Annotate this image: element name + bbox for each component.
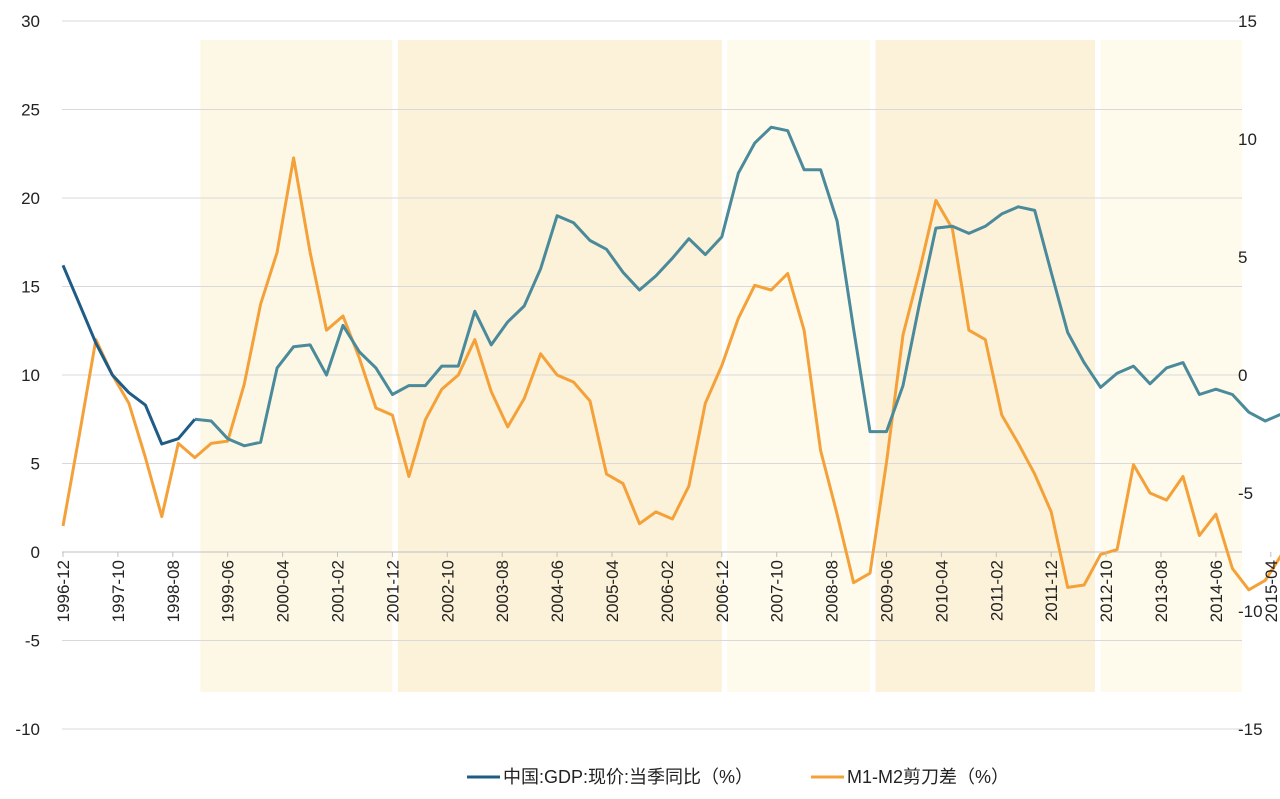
series-lines [61, 125, 1280, 592]
y-tick-label: -10 [15, 720, 40, 739]
legend-label-gdp: 中国:GDP:现价:当季同比（%） [503, 767, 753, 787]
x-tick-label: 2011-02 [987, 560, 1006, 621]
y2-tick-label: 0 [1238, 366, 1247, 385]
y-tick-label: 30 [21, 12, 40, 31]
y2-tick-label: -10 [1238, 602, 1263, 621]
right-y-axis: 15 10 5 0 -5 -10 -15 [1238, 12, 1263, 739]
y-tick-label: -5 [25, 632, 40, 651]
x-axis: 1996-12 1997-10 1998-08 1999-06 2000-04 2001-… [54, 552, 1280, 622]
x-tick-label: 2012-10 [1097, 560, 1116, 622]
shaded-bands [200, 40, 1242, 692]
left-y-axis: 30 25 20 15 10 5 0 -5 -10 [15, 12, 40, 739]
series-line-m1m2 [61, 156, 1280, 592]
y-tick-label: 5 [31, 455, 40, 474]
x-tick-label: 2008-08 [823, 560, 842, 622]
y-tick-label: 15 [21, 278, 40, 297]
y-tick-label: 20 [21, 189, 40, 208]
x-tick-label: 2005-04 [603, 560, 622, 622]
shaded-band-0 [200, 40, 393, 692]
shaded-band-3 [875, 40, 1096, 692]
x-tick-label: 1999-06 [219, 560, 238, 622]
x-tick-label: 2001-12 [383, 560, 402, 622]
x-tick-label: 2006-12 [713, 560, 732, 622]
x-tick-label: 2001-02 [329, 560, 348, 622]
shaded-band-2 [727, 40, 871, 692]
y2-tick-label: -15 [1238, 720, 1263, 739]
y2-tick-label: -5 [1238, 484, 1253, 503]
y2-tick-label: 10 [1238, 130, 1257, 149]
legend: 中国:GDP:现价:当季同比（%） M1-M2剪刀差（%） [467, 767, 1009, 787]
x-tick-label: 1996-12 [54, 560, 73, 622]
x-tick-label: 2006-02 [658, 560, 677, 622]
x-tick-label: 2007-10 [768, 560, 787, 622]
x-tick-label: 2015-04 [1262, 560, 1280, 622]
x-tick-label: 1997-10 [109, 560, 128, 622]
y2-tick-label: 5 [1238, 248, 1247, 267]
series-line-gdp-early [61, 264, 196, 446]
y-tick-label: 0 [31, 543, 40, 562]
y-tick-label: 25 [21, 101, 40, 120]
series-line-gdp [194, 125, 1280, 448]
legend-label-m1m2: M1-M2剪刀差（%） [847, 767, 1009, 787]
x-tick-label: 2004-06 [548, 560, 567, 622]
x-tick-label: 2011-12 [1042, 560, 1061, 621]
x-tick-label: 2000-04 [274, 560, 293, 622]
x-tick-label: 2010-04 [932, 560, 951, 622]
x-tick-label: 2009-06 [878, 560, 897, 622]
y-tick-label: 10 [21, 366, 40, 385]
x-tick-label: 2013-08 [1152, 560, 1171, 622]
y2-tick-label: 15 [1238, 12, 1257, 31]
gridlines [62, 20, 1242, 730]
x-tick-label: 2003-08 [493, 560, 512, 622]
x-tick-label: 2014-06 [1207, 560, 1226, 622]
x-tick-label: 2002-10 [438, 560, 457, 622]
x-tick-label: 1998-08 [164, 560, 183, 622]
